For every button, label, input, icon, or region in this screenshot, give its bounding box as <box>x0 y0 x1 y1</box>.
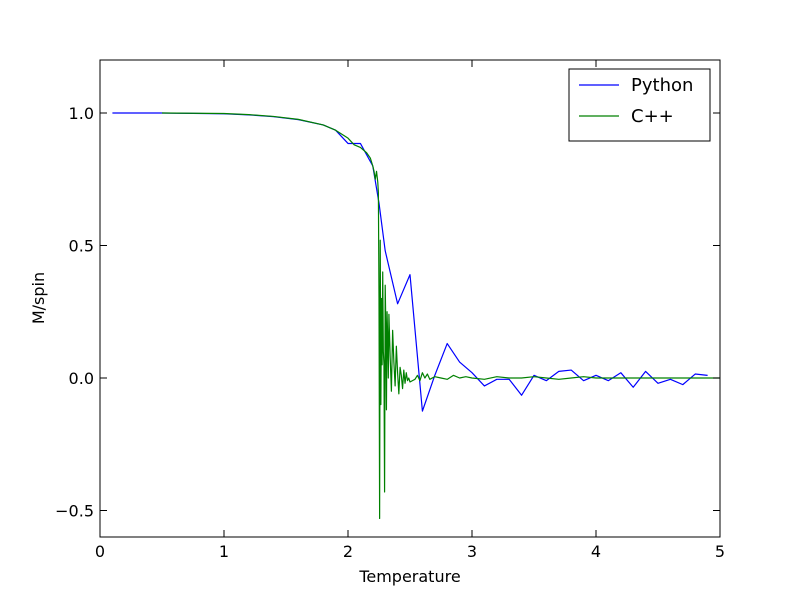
y-tick-label: 0.5 <box>69 237 94 256</box>
plot-frame <box>99 59 721 538</box>
x-tick-label: 4 <box>591 542 601 561</box>
y-tick-label: 0.0 <box>69 369 94 388</box>
legend-label: C++ <box>631 106 674 127</box>
series-line-c- <box>161 112 720 520</box>
legend-box <box>568 68 711 142</box>
x-tick-label: 2 <box>343 542 353 561</box>
x-tick-label: 1 <box>219 542 229 561</box>
legend-label: Python <box>631 75 693 96</box>
x-tick-label: 0 <box>95 542 105 561</box>
legend: Python C++ <box>568 68 711 142</box>
x-tick-label: 5 <box>715 542 725 561</box>
ticks-layer: 0 1 2 3 4 5 −0.5 0.0 0.5 1.0 <box>55 60 725 561</box>
y-tick-label: −0.5 <box>55 502 94 521</box>
y-axis-label: M/spin <box>29 272 48 324</box>
x-axis-label: Temperature <box>358 567 460 586</box>
series-layer <box>112 112 720 520</box>
x-tick-label: 3 <box>467 542 477 561</box>
y-tick-label: 1.0 <box>69 104 94 123</box>
